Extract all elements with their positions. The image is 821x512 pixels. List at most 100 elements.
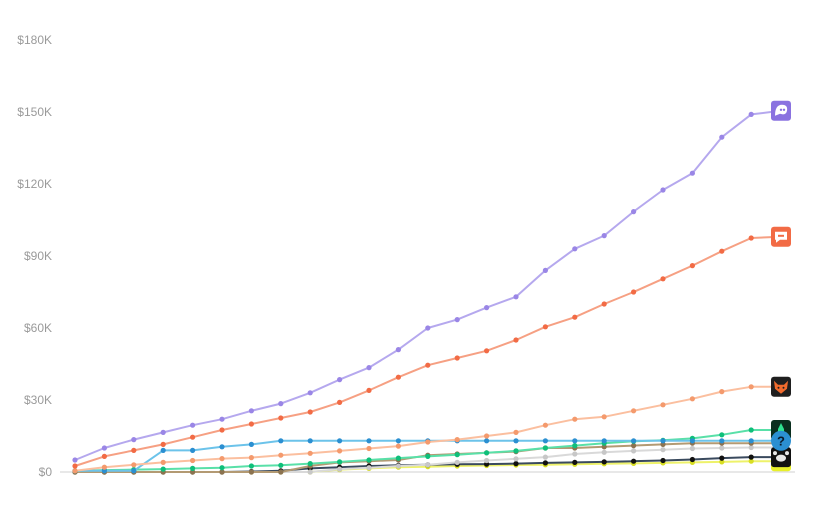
crab-icon [771,447,791,468]
data-point [719,455,725,461]
data-point [101,468,107,474]
data-point [719,248,725,254]
data-point [660,187,666,193]
data-point [542,460,549,466]
data-point [513,337,519,343]
data-point [337,438,343,444]
data-point [425,462,431,468]
data-point [484,348,490,354]
data-point [190,422,196,428]
data-point [366,387,372,393]
data-point [542,438,549,444]
data-point [160,459,166,465]
y-tick-label: $120K [17,177,52,191]
data-point [307,409,313,415]
data-point [631,209,637,215]
data-point [660,402,666,408]
speech-bubble-icon [771,226,791,247]
data-point [160,466,166,472]
series-group [72,108,784,475]
data-point [219,469,225,475]
data-point [131,462,137,468]
data-point [190,457,196,464]
data-point [513,294,519,300]
data-point [131,468,137,474]
data-point [72,457,78,463]
data-point [72,463,78,469]
data-point [572,443,578,449]
y-tick-label: $30K [24,393,52,407]
data-point [307,438,313,444]
data-point [631,458,637,464]
data-point [660,276,666,282]
data-point [307,390,313,396]
data-point [660,441,666,447]
y-tick-label: $90K [24,249,52,263]
data-point [248,455,254,461]
data-point [513,448,519,454]
data-point [101,464,107,470]
data-point [248,408,254,414]
data-point [572,438,578,444]
data-point [219,456,225,462]
data-point [395,463,401,469]
data-point [160,429,166,435]
data-point [425,439,431,445]
data-point [689,445,696,452]
data-point [190,434,196,440]
data-point [425,362,431,368]
data-point [366,457,372,463]
data-point [425,453,431,459]
data-point [660,457,666,464]
data-point [190,469,196,475]
series-line-1 [72,108,784,463]
data-point [719,134,725,140]
data-point [131,447,137,453]
data-point [631,448,637,454]
data-point [219,465,225,471]
data-point [572,314,578,320]
data-point [278,452,284,458]
data-point [660,438,666,444]
data-point [542,445,549,451]
data-point [572,451,578,457]
data-point [395,455,401,461]
data-point [131,437,137,443]
data-point [454,437,460,443]
data-point [719,438,725,444]
data-point [601,301,607,307]
data-point [542,454,549,460]
data-point [484,457,490,464]
data-point [307,469,313,475]
data-point [248,441,254,447]
data-point [484,433,490,439]
series-icons: ? [771,100,791,472]
data-point [631,438,637,444]
data-point [542,324,549,330]
data-point [689,396,696,402]
data-point [513,456,519,462]
data-point [572,416,578,422]
data-point [719,459,725,465]
data-point [689,456,696,463]
data-point [748,111,754,117]
data-point [278,438,284,444]
y-tick-label: $180K [17,33,52,47]
data-point [748,384,754,390]
data-point [395,374,401,380]
data-point [278,462,284,468]
data-point [631,408,637,414]
svg-text:?: ? [777,433,785,448]
data-point [748,454,754,460]
data-point [248,421,254,427]
y-tick-label: $0 [39,465,53,479]
data-point [542,422,549,428]
data-point [337,459,343,465]
data-point [689,438,696,444]
ghost-icon [771,100,791,121]
data-point [601,438,607,444]
data-point [101,445,107,451]
data-point [601,414,607,420]
data-point [542,267,549,273]
